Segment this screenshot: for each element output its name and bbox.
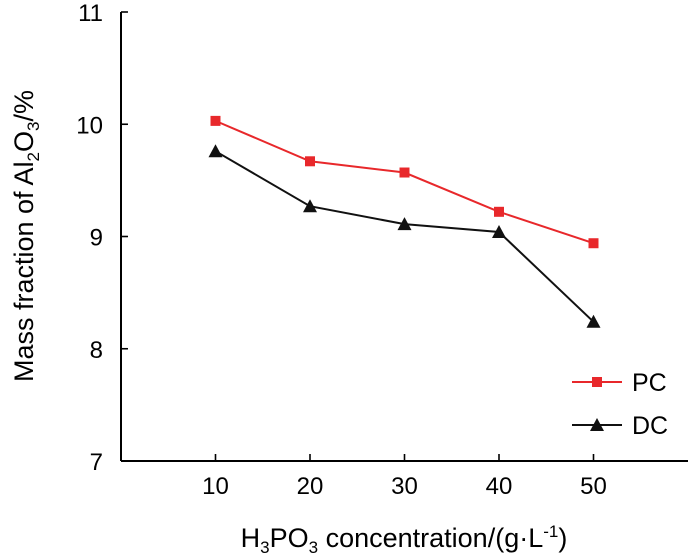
point-pc-40 xyxy=(494,206,504,217)
x-tick-label-50: 50 xyxy=(580,473,607,500)
legend-entry-pc: PC xyxy=(572,369,667,397)
point-dc-10 xyxy=(208,144,223,158)
y-tick-label-11: 11 xyxy=(78,0,103,27)
x-tick-label-30: 30 xyxy=(391,473,418,500)
legend-marker-pc xyxy=(592,377,602,387)
point-dc-50 xyxy=(586,314,601,328)
y-tick-label-8: 8 xyxy=(90,337,103,364)
legend-marker-dc xyxy=(590,418,604,431)
point-pc-10 xyxy=(210,115,221,126)
legend-entry-dc: DC xyxy=(572,412,668,440)
point-dc-40 xyxy=(492,225,506,239)
point-pc-30 xyxy=(399,167,410,178)
point-pc-20 xyxy=(305,156,315,167)
legend-label-dc: DC xyxy=(632,412,668,440)
x-tick-label-20: 20 xyxy=(297,473,324,500)
y-ticks: 7 8 9 10 11 xyxy=(76,0,128,476)
series-layer xyxy=(208,115,601,328)
y-tick-label-7: 7 xyxy=(90,449,103,476)
y-axis-title: Mass fraction of Al2O3/% xyxy=(9,90,43,382)
plot-frame xyxy=(120,12,688,462)
y-tick-label-10: 10 xyxy=(76,112,103,139)
legend: PC DC xyxy=(572,369,668,440)
legend-label-pc: PC xyxy=(632,369,667,397)
x-ticks: 10 20 30 40 50 xyxy=(202,454,607,500)
point-dc-20 xyxy=(303,199,317,213)
x-tick-label-40: 40 xyxy=(486,473,513,500)
point-pc-50 xyxy=(588,238,599,249)
point-dc-30 xyxy=(397,217,412,231)
x-axis-title: H3PO3 concentration/(g·L-1) xyxy=(241,522,568,557)
x-tick-label-10: 10 xyxy=(202,473,229,500)
y-tick-label-9: 9 xyxy=(90,225,103,252)
